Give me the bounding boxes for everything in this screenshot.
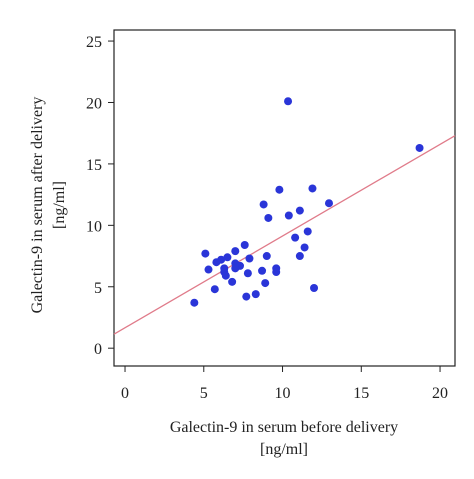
plot-frame xyxy=(113,29,456,367)
point xyxy=(243,269,252,278)
point xyxy=(264,213,273,222)
point xyxy=(308,184,317,193)
x-tick-label: 15 xyxy=(353,385,369,402)
y-tick-label: 25 xyxy=(86,34,102,51)
x-axis-label: Galectin-9 in serum before delivery xyxy=(170,419,398,436)
point xyxy=(212,258,221,267)
point xyxy=(231,264,240,273)
point xyxy=(201,249,210,258)
point xyxy=(251,290,260,299)
point xyxy=(228,277,237,286)
y-tick-label: 5 xyxy=(94,280,102,297)
x-tick-label: 20 xyxy=(432,385,448,402)
point xyxy=(190,298,199,307)
x-tick-label: 0 xyxy=(121,385,129,402)
point xyxy=(221,271,230,280)
point xyxy=(310,283,319,292)
point xyxy=(245,254,254,263)
point xyxy=(324,199,333,208)
point xyxy=(291,233,300,242)
x-tick-label: 5 xyxy=(200,385,208,402)
point xyxy=(284,97,293,106)
point xyxy=(231,247,240,256)
point xyxy=(259,200,268,209)
point xyxy=(204,265,213,274)
x-axis-label: [ng/ml] xyxy=(260,441,308,458)
point xyxy=(415,143,424,152)
y-tick-label: 0 xyxy=(94,341,102,358)
y-tick-label: 15 xyxy=(86,157,102,174)
point xyxy=(284,211,293,220)
y-axis-label: [ng/ml] xyxy=(51,181,68,229)
y-tick-label: 20 xyxy=(86,95,102,112)
y-tick-label: 10 xyxy=(86,218,102,235)
point xyxy=(295,206,304,215)
point xyxy=(262,252,271,261)
point xyxy=(261,279,270,288)
x-tick-label: 10 xyxy=(275,385,291,402)
point xyxy=(210,285,219,294)
point xyxy=(272,268,281,277)
point xyxy=(303,227,312,236)
point xyxy=(240,240,249,249)
point xyxy=(242,292,251,301)
point xyxy=(295,252,304,261)
point xyxy=(223,253,232,262)
point xyxy=(300,243,309,252)
point xyxy=(258,266,267,275)
trend-line xyxy=(113,135,456,335)
y-axis-label: Galectin-9 in serum after delivery xyxy=(29,97,46,314)
point xyxy=(275,185,284,194)
